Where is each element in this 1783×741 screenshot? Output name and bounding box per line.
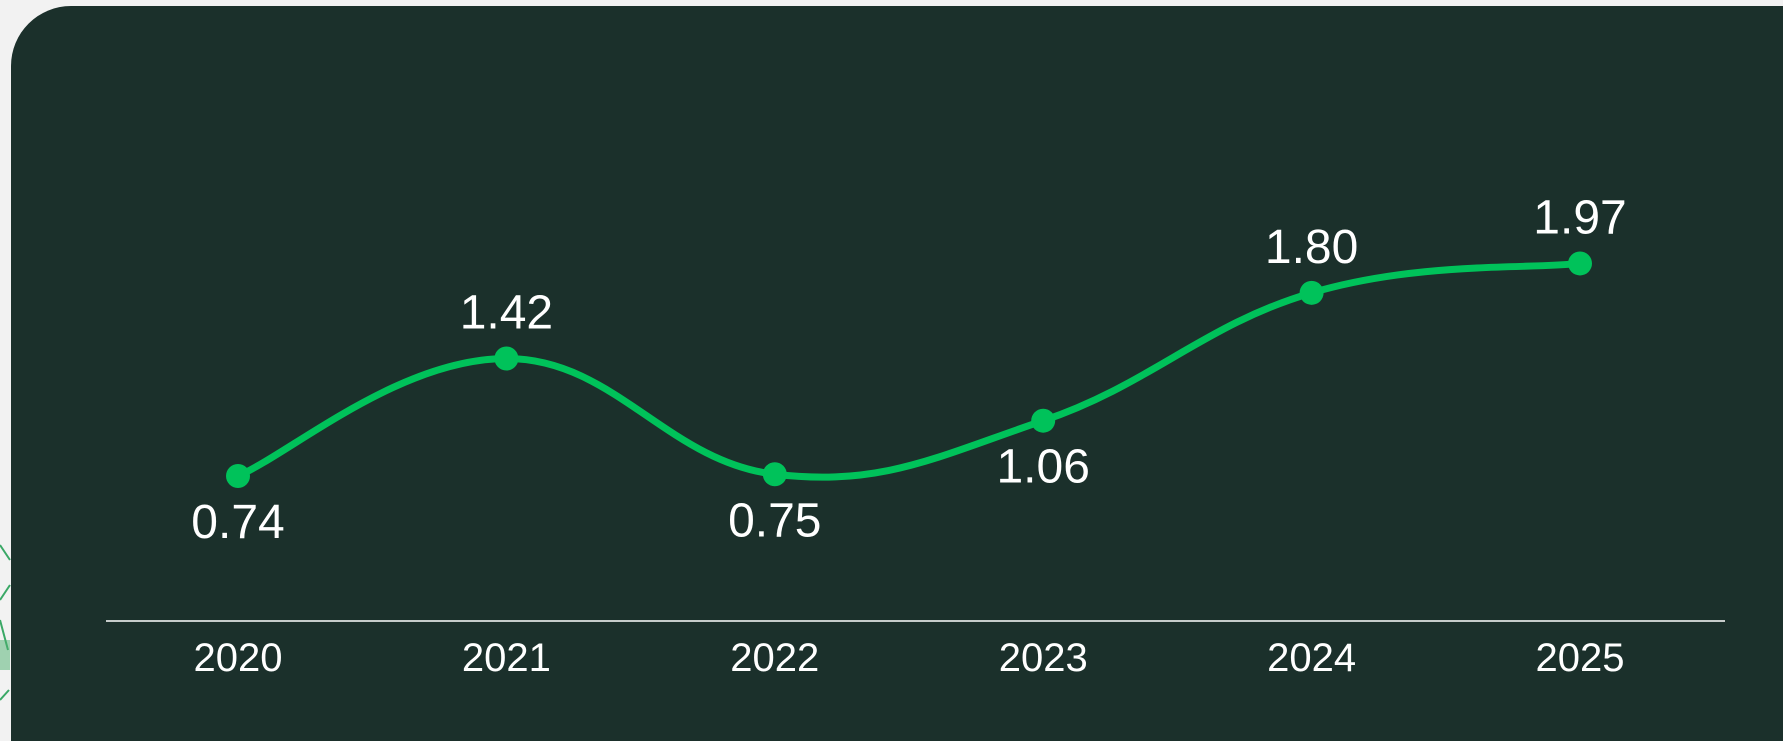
x-tick-2022: 2022 (730, 636, 819, 680)
value-label-2020: 0.74 (191, 496, 284, 549)
chart-card: 0.74 1.42 0.75 1.06 1.80 1.97 2020 2021 2022 202… (11, 6, 1783, 741)
x-tick-2021: 2021 (462, 636, 551, 680)
data-point-2023 (1031, 408, 1056, 433)
x-tick-2023: 2023 (999, 636, 1088, 680)
x-tick-2024: 2024 (1267, 636, 1356, 680)
series-line (234, 259, 1584, 481)
value-label-2022: 0.75 (728, 494, 821, 547)
value-label-2024: 1.80 (1265, 221, 1358, 274)
value-label-2021: 1.42 (460, 286, 553, 339)
x-tick-labels: 2020 2021 2022 2023 2024 2025 (194, 636, 1625, 680)
data-point-2022 (762, 462, 787, 487)
data-point-2021 (494, 346, 519, 371)
data-point-2024 (1299, 280, 1324, 305)
x-tick-2020: 2020 (194, 636, 283, 680)
value-label-2025: 1.97 (1533, 191, 1626, 244)
background-decoration (0, 544, 11, 701)
data-point-2025 (1568, 251, 1592, 276)
value-label-2023: 1.06 (996, 441, 1089, 494)
line-chart: 0.741.420.751.061.801.97 2020 2021 2022 202… (106, 191, 1725, 680)
data-point-2020 (226, 464, 250, 488)
x-tick-2025: 2025 (1536, 636, 1625, 680)
value-labels: 0.74 1.42 0.75 1.06 1.80 1.97 (191, 191, 1626, 549)
data-points (226, 251, 1592, 488)
